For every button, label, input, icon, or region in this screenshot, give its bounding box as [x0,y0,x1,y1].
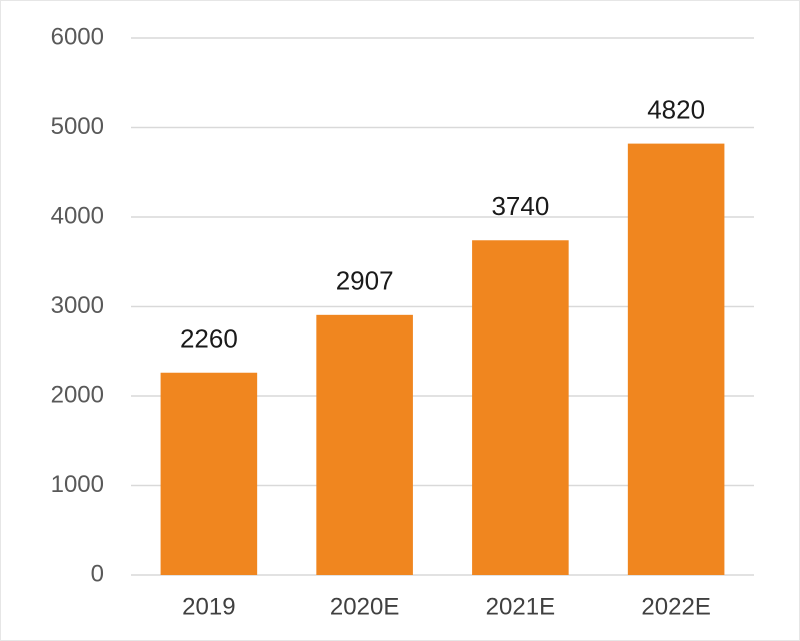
y-tick-label: 2000 [51,381,104,408]
data-label: 4820 [647,94,705,124]
bar [160,372,258,575]
x-tick-label: 2021E [486,593,555,620]
data-label: 3740 [491,191,549,221]
y-tick-label: 3000 [51,292,104,319]
data-label: 2260 [180,324,238,354]
bar [627,143,725,576]
bar [472,240,569,575]
x-tick-label: 2019 [182,593,235,620]
x-tick-label: 2020E [330,593,399,620]
data-label: 2907 [336,266,394,296]
y-tick-label: 0 [91,560,104,587]
bar [316,314,413,575]
y-tick-label: 6000 [51,23,104,50]
y-tick-label: 1000 [51,471,104,498]
y-tick-label: 4000 [51,202,104,229]
y-tick-label: 5000 [51,113,104,140]
x-tick-label: 2022E [641,593,710,620]
